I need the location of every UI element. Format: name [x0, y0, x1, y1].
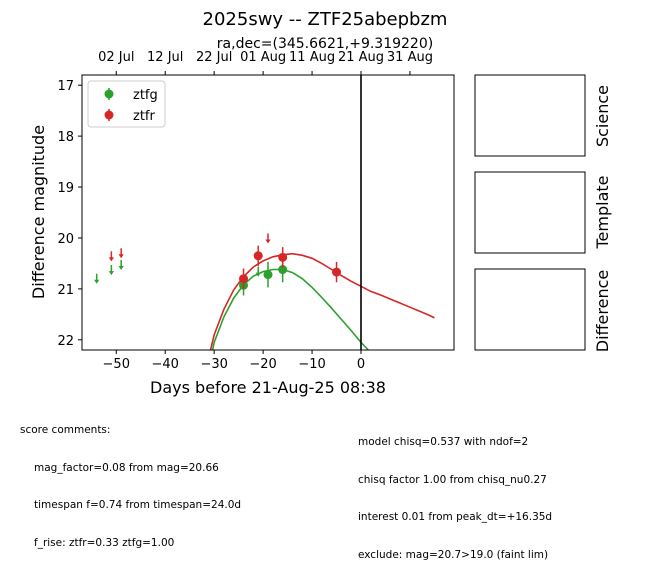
ztfr-data-point: [239, 274, 249, 284]
score-comments-header: score comments:: [20, 424, 111, 436]
ztfr-upper-limit-arrow: [265, 239, 271, 244]
model-comment-line: exclude: mag=20.7>19.0 (faint lim): [358, 548, 549, 561]
x-tick-label: −40: [151, 357, 178, 372]
y-tick-label: 22: [57, 334, 74, 349]
ztfr-data-point: [253, 251, 263, 261]
legend-ztfg-label: ztfg: [133, 88, 158, 103]
template-panel: [474, 171, 586, 254]
chart-title: 2025swy -- ZTF25abepbzm: [203, 9, 448, 30]
top-tick-label: 21 Aug: [338, 50, 384, 65]
difference-panel: [474, 268, 586, 351]
score-comments-right: model chisq=0.537 with ndof=2 chisq fact…: [358, 411, 552, 574]
ztfr-upper-limit-arrow: [118, 254, 124, 259]
chart-subtitle: ra,dec=(345.6621,+9.319220): [217, 36, 433, 52]
x-tick-label: −30: [200, 357, 227, 372]
ztfg-model-curve: [211, 268, 370, 350]
score-comment-line: timespan f=0.74 from timespan=24.0d: [34, 499, 242, 511]
ztfg-upper-limit-arrow: [255, 272, 261, 277]
legend: ztfg ztfr: [87, 80, 166, 128]
light-curve-chart: 2025swy -- ZTF25abepbzm ra,dec=(345.6621…: [29, 9, 612, 397]
ztfg-upper-limit-arrow: [94, 279, 100, 284]
legend-ztfg-marker: [104, 89, 114, 99]
x-axis-label: Days before 21-Aug-25 08:38: [150, 378, 386, 397]
model-comment-line: interest 0.01 from peak_dt=+16.35d: [358, 511, 553, 523]
template-label: Template: [593, 175, 612, 249]
y-tick-label: 19: [57, 181, 74, 196]
top-tick-label: 12 Jul: [147, 50, 183, 65]
science-label: Science: [593, 85, 612, 147]
ztfg-upper-limit-arrow: [108, 271, 114, 276]
score-comment-line: mag_factor=0.08 from mag=20.66: [34, 461, 219, 474]
model-comment-line: model chisq=0.537 with ndof=2: [358, 436, 529, 448]
top-tick-label: 22 Jul: [196, 50, 232, 65]
x-tick-label: −20: [249, 357, 276, 372]
top-tick-label: 02 Jul: [98, 50, 134, 65]
science-panel: [474, 74, 586, 157]
y-tick-label: 20: [57, 232, 74, 247]
ztfr-data-point: [332, 267, 342, 277]
score-comment-line: f_rise: ztfr=0.33 ztfg=1.00: [34, 536, 175, 549]
y-tick-label: 17: [57, 79, 74, 94]
difference-label: Difference: [593, 270, 612, 352]
x-tick-label: −10: [298, 357, 325, 372]
ztfg-data-point: [263, 270, 273, 280]
legend-ztfr-marker: [104, 110, 114, 120]
top-tick-label: 31 Aug: [387, 50, 433, 65]
ztfr-data-point: [278, 252, 288, 262]
top-tick-label: 11 Aug: [289, 50, 335, 65]
legend-ztfr-label: ztfr: [133, 109, 155, 124]
x-tick-label: 0: [357, 357, 365, 372]
top-tick-label: 01 Aug: [240, 50, 286, 65]
y-axis-label: Difference magnitude: [29, 125, 48, 299]
model-comment-line: chisq factor 1.00 from chisq_nu0.27: [358, 473, 547, 486]
ztfg-data-point: [278, 265, 288, 275]
ztfg-upper-limit-arrow: [118, 265, 124, 270]
x-tick-label: −50: [103, 357, 130, 372]
score-comments-left: score comments: mag_factor=0.08 from mag…: [20, 399, 241, 562]
y-tick-label: 18: [57, 130, 74, 145]
y-tick-label: 21: [57, 283, 74, 298]
ztfr-upper-limit-arrow: [108, 257, 114, 262]
plot-frame: [81, 74, 455, 351]
